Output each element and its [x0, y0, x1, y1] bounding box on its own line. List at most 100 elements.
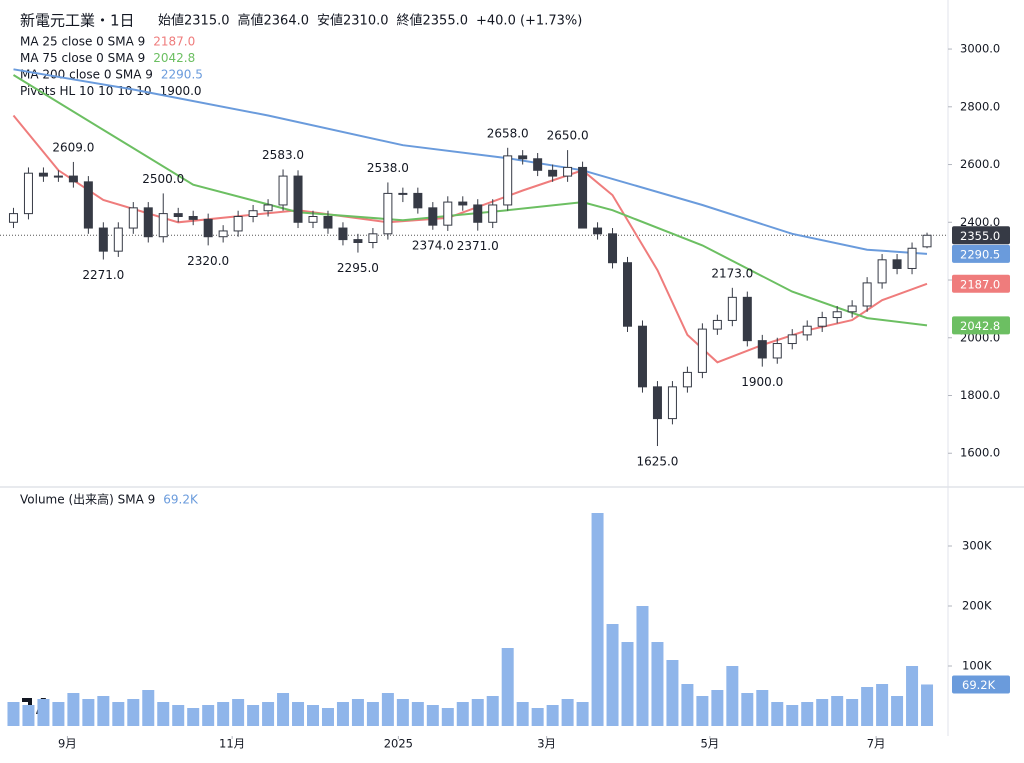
candle-body — [248, 210, 258, 218]
volume-bar — [531, 708, 544, 726]
volume-bar — [711, 690, 724, 726]
volume-bar — [381, 693, 394, 726]
ma-line — [13, 68, 928, 255]
candle-body — [218, 230, 228, 238]
volume-tag — [952, 675, 1010, 694]
ma-price-tag — [952, 274, 1010, 293]
volume-bar — [142, 690, 155, 726]
pivot-label: 2320.0 — [187, 254, 229, 268]
candle-body — [503, 155, 513, 206]
volume-bar — [561, 699, 574, 726]
volume-bar — [411, 702, 424, 726]
candle-body — [892, 259, 902, 269]
volume-bar — [277, 693, 290, 726]
volume-bar — [771, 702, 784, 726]
candle-body — [158, 213, 168, 238]
candle-body — [667, 386, 677, 420]
candle-body — [922, 234, 932, 248]
volume-bar — [861, 687, 874, 726]
y-tick-label: 1600.0 — [960, 446, 1000, 460]
pivot-label: 2271.0 — [82, 268, 124, 282]
candle-body — [368, 233, 378, 243]
candle-body — [907, 247, 917, 269]
candle-body — [533, 158, 543, 171]
candle-body — [637, 325, 647, 388]
volume-bar — [321, 708, 334, 726]
legend-value: 2187.0 — [153, 35, 195, 49]
candle-body — [712, 319, 722, 330]
legend-name: MA 25 close 0 SMA 9 — [20, 35, 145, 49]
x-tick-label: 3月 — [537, 737, 556, 751]
pivot-label: 2374.0 — [412, 238, 454, 252]
candle-body — [727, 296, 737, 321]
volume-bar — [591, 513, 604, 726]
legend-value: 1900.0 — [160, 84, 202, 98]
candle-body — [353, 239, 363, 243]
candle-body — [578, 166, 588, 229]
volume-bar — [187, 708, 200, 726]
candle-body — [862, 282, 872, 307]
candle-body — [383, 192, 393, 235]
y-tick-label: 2400.0 — [960, 215, 1000, 229]
candle-body — [518, 155, 528, 160]
volume-bar — [636, 606, 649, 726]
volume-bar — [876, 684, 889, 726]
candle-body — [398, 192, 408, 195]
candle-body — [697, 328, 707, 373]
candle-body — [323, 216, 333, 229]
candle-body — [308, 216, 318, 223]
legend-name: MA 200 close 0 SMA 9 — [20, 68, 153, 82]
volume-bar — [292, 702, 305, 726]
header-item: +40.0 (+1.73%) — [476, 14, 582, 29]
volume-bar — [801, 702, 814, 726]
pivot-label: 2371.0 — [457, 239, 499, 253]
volume-bar — [366, 702, 379, 726]
candle-body — [413, 192, 423, 209]
pivot-label: 2650.0 — [547, 129, 589, 143]
candle-body — [143, 207, 153, 238]
candle-body — [787, 334, 797, 345]
candle-body — [608, 233, 618, 264]
pivot-label: 2609.0 — [52, 140, 94, 154]
candle-body — [473, 204, 483, 223]
candle-body — [623, 262, 633, 327]
volume-bar — [82, 699, 95, 726]
candle-body — [757, 340, 767, 359]
volume-bar — [906, 666, 919, 726]
volume-bar — [831, 696, 844, 726]
candle-body — [877, 259, 887, 284]
legend-value: 2290.5 — [161, 68, 203, 82]
volume-bar — [232, 699, 245, 726]
volume-bar — [351, 699, 364, 726]
candle-body — [203, 218, 213, 238]
candle-body — [83, 181, 93, 229]
candle-body — [682, 371, 692, 388]
volume-bar — [22, 705, 35, 726]
volume-bar — [501, 648, 514, 726]
pivot-label: 2583.0 — [262, 148, 304, 162]
candle-body — [233, 216, 243, 232]
volume-bar — [456, 702, 469, 726]
volume-bar — [426, 705, 439, 726]
ma-price-tag-label: 2042.8 — [960, 319, 1000, 333]
candle-body — [443, 201, 453, 226]
header-item: 安値2310.0 — [317, 13, 389, 29]
volume-bar — [336, 702, 349, 726]
volume-bar — [816, 699, 829, 726]
candle-body — [338, 227, 348, 241]
candle-body — [278, 175, 288, 206]
candle-body — [293, 175, 303, 223]
pivot-label: 2295.0 — [337, 261, 379, 275]
candle-body — [173, 213, 183, 218]
chart-title: 新電元工業・1日 — [20, 12, 135, 30]
candle-body — [802, 325, 812, 336]
volume-bar — [651, 642, 664, 726]
volume-bar — [621, 642, 634, 726]
volume-bar — [97, 696, 110, 726]
volume-bar — [157, 702, 170, 726]
y-tick-label: 1800.0 — [960, 388, 1000, 402]
volume-bar — [846, 699, 859, 726]
volume-bar — [217, 702, 230, 726]
